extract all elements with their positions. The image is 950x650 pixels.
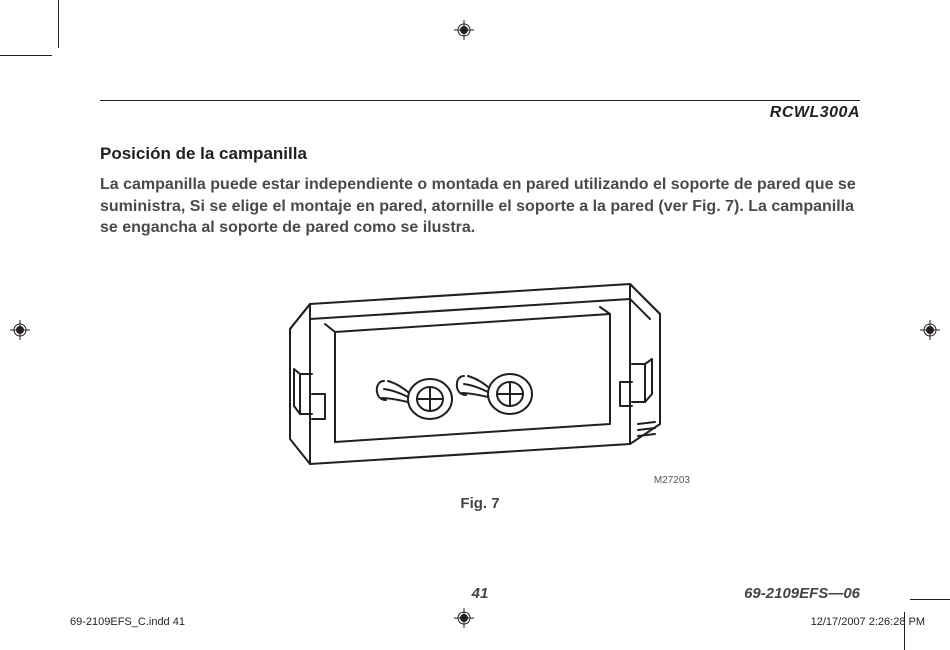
registration-mark-icon bbox=[454, 20, 474, 40]
imposition-file: 69-2109EFS_C.indd 41 bbox=[70, 616, 185, 628]
imposition-timestamp: 12/17/2007 2:26:28 PM bbox=[811, 616, 925, 628]
page-content: RCWL300A Posición de la campanilla La ca… bbox=[100, 100, 860, 512]
crop-mark bbox=[58, 0, 59, 48]
section-body: La campanilla puede estar independiente … bbox=[100, 174, 860, 239]
registration-mark-icon bbox=[10, 320, 30, 340]
doc-code: 69-2109EFS—06 bbox=[744, 585, 860, 602]
model-number: RCWL300A bbox=[100, 104, 860, 122]
figure-code: M27203 bbox=[654, 475, 690, 486]
imposition-footer: 69-2109EFS_C.indd 41 12/17/2007 2:26:28 … bbox=[70, 616, 925, 628]
section-title: Posición de la campanilla bbox=[100, 144, 860, 164]
header-rule bbox=[100, 100, 860, 101]
registration-mark-icon bbox=[920, 320, 940, 340]
figure-caption: Fig. 7 bbox=[100, 495, 860, 512]
wall-bracket-illustration bbox=[280, 274, 680, 484]
figure: M27203 Fig. 7 bbox=[100, 274, 860, 512]
crop-mark bbox=[0, 55, 52, 56]
crop-mark bbox=[910, 599, 950, 600]
